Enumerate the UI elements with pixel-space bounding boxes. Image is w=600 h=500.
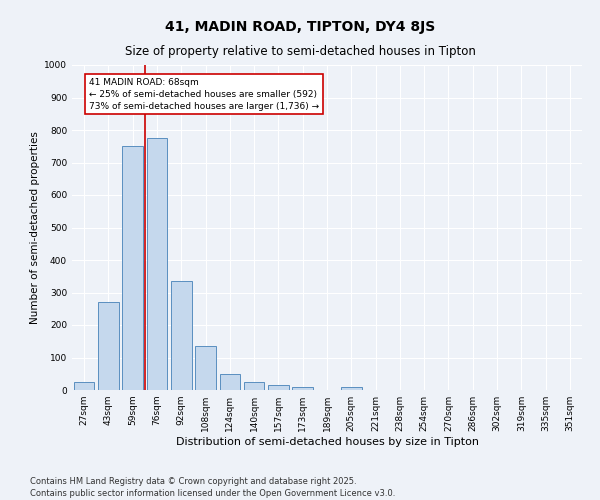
Bar (341, 387, 362, 390)
Bar (98, 302, 119, 390)
Bar (122, 146, 143, 390)
Bar (292, 387, 313, 390)
Bar (195, 346, 216, 390)
Text: Size of property relative to semi-detached houses in Tipton: Size of property relative to semi-detach… (125, 45, 475, 58)
Text: 41, MADIN ROAD, TIPTON, DY4 8JS: 41, MADIN ROAD, TIPTON, DY4 8JS (165, 20, 435, 34)
Y-axis label: Number of semi-detached properties: Number of semi-detached properties (30, 131, 40, 324)
Bar (171, 281, 191, 390)
X-axis label: Distribution of semi-detached houses by size in Tipton: Distribution of semi-detached houses by … (176, 437, 479, 447)
Bar (268, 385, 289, 390)
Bar (244, 382, 265, 390)
Bar (220, 374, 240, 390)
Text: 41 MADIN ROAD: 68sqm
← 25% of semi-detached houses are smaller (592)
73% of semi: 41 MADIN ROAD: 68sqm ← 25% of semi-detac… (89, 78, 319, 110)
Bar (74, 382, 94, 390)
Text: Contains HM Land Registry data © Crown copyright and database right 2025.
Contai: Contains HM Land Registry data © Crown c… (30, 476, 395, 498)
Bar (146, 138, 167, 390)
